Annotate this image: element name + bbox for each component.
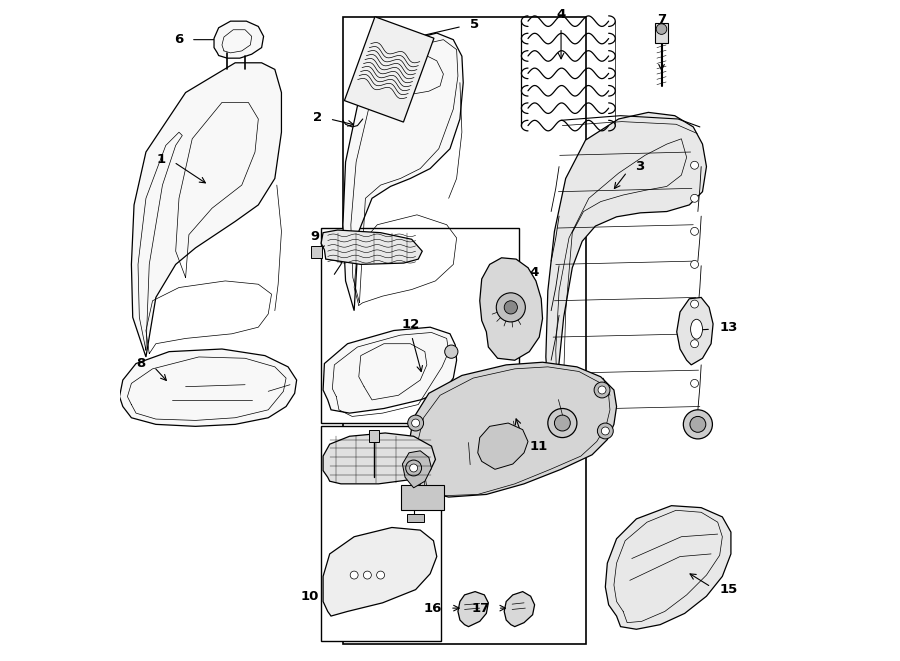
Polygon shape bbox=[677, 297, 713, 365]
Circle shape bbox=[683, 410, 713, 439]
Polygon shape bbox=[120, 349, 297, 426]
Bar bbox=[343, 17, 586, 644]
Text: 6: 6 bbox=[174, 33, 183, 46]
Bar bbox=[401, 485, 444, 510]
Bar bbox=[407, 514, 424, 522]
Circle shape bbox=[496, 293, 526, 322]
Text: 2: 2 bbox=[312, 111, 322, 124]
Bar bbox=[655, 23, 668, 43]
Circle shape bbox=[410, 464, 418, 472]
Circle shape bbox=[690, 416, 706, 432]
Polygon shape bbox=[214, 21, 264, 58]
Text: 10: 10 bbox=[301, 590, 320, 603]
Polygon shape bbox=[478, 423, 528, 469]
Text: 5: 5 bbox=[470, 18, 479, 31]
Circle shape bbox=[411, 419, 419, 427]
Bar bbox=[321, 426, 441, 641]
Polygon shape bbox=[323, 327, 456, 413]
Circle shape bbox=[406, 460, 421, 476]
Text: 16: 16 bbox=[424, 602, 442, 615]
Circle shape bbox=[690, 340, 698, 348]
Bar bbox=[369, 430, 379, 442]
Polygon shape bbox=[402, 451, 431, 488]
Circle shape bbox=[690, 161, 698, 169]
Polygon shape bbox=[545, 112, 706, 433]
Circle shape bbox=[598, 386, 606, 394]
Text: 14: 14 bbox=[521, 266, 540, 279]
Polygon shape bbox=[480, 258, 543, 360]
Text: 1: 1 bbox=[157, 153, 166, 167]
Polygon shape bbox=[345, 17, 434, 122]
Polygon shape bbox=[323, 527, 436, 616]
Circle shape bbox=[690, 260, 698, 268]
Circle shape bbox=[690, 194, 698, 202]
Circle shape bbox=[690, 379, 698, 387]
Polygon shape bbox=[131, 63, 282, 357]
Bar bbox=[311, 246, 322, 258]
Polygon shape bbox=[323, 433, 436, 484]
Circle shape bbox=[656, 24, 667, 34]
Circle shape bbox=[598, 423, 613, 439]
Text: 12: 12 bbox=[401, 317, 419, 330]
Polygon shape bbox=[409, 362, 616, 497]
Bar bbox=[321, 228, 519, 423]
Text: 7: 7 bbox=[657, 13, 666, 26]
Text: 17: 17 bbox=[472, 602, 490, 615]
Polygon shape bbox=[458, 592, 489, 627]
Circle shape bbox=[690, 227, 698, 235]
Circle shape bbox=[408, 415, 424, 431]
Circle shape bbox=[690, 300, 698, 308]
Circle shape bbox=[364, 571, 372, 579]
Text: 13: 13 bbox=[720, 321, 738, 334]
Text: 8: 8 bbox=[137, 357, 146, 370]
Circle shape bbox=[548, 408, 577, 438]
Polygon shape bbox=[504, 592, 535, 627]
Circle shape bbox=[445, 345, 458, 358]
Polygon shape bbox=[321, 230, 422, 264]
Circle shape bbox=[504, 301, 518, 314]
Text: 9: 9 bbox=[310, 230, 320, 243]
Text: 15: 15 bbox=[720, 583, 738, 596]
Circle shape bbox=[601, 427, 609, 435]
Text: 4: 4 bbox=[556, 8, 566, 21]
Polygon shape bbox=[343, 33, 464, 311]
Ellipse shape bbox=[690, 319, 703, 339]
Circle shape bbox=[594, 382, 610, 398]
Text: 3: 3 bbox=[635, 160, 644, 173]
Polygon shape bbox=[606, 506, 731, 629]
Circle shape bbox=[376, 571, 384, 579]
Circle shape bbox=[554, 415, 571, 431]
Circle shape bbox=[350, 571, 358, 579]
Text: 11: 11 bbox=[529, 440, 547, 453]
